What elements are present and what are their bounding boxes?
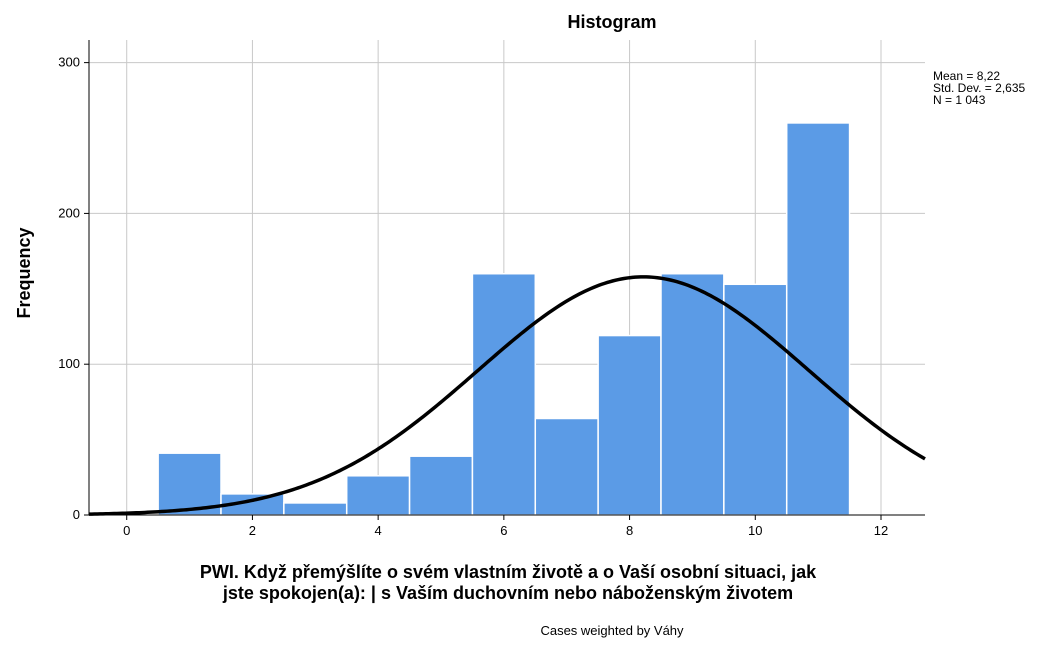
stats-n: N = 1 043	[933, 93, 986, 107]
histogram-bar	[408, 455, 474, 516]
x-tick-label: 12	[874, 523, 888, 538]
axes	[84, 40, 925, 520]
stats-box: Mean = 8,22 Std. Dev. = 2,635 N = 1 043	[933, 69, 1025, 107]
stats-std-dev: Std. Dev. = 2,635	[933, 81, 1025, 95]
histogram-bar	[785, 122, 851, 516]
x-axis-label-line-1: PWI. Když přemýšlíte o svém vlastním živ…	[200, 562, 817, 582]
x-tick-label: 4	[375, 523, 382, 538]
y-tick-label: 100	[58, 356, 80, 371]
stats-mean: Mean = 8,22	[933, 69, 1000, 83]
histogram-bar	[534, 417, 599, 516]
chart-title: Histogram	[567, 12, 656, 32]
histogram-bar	[283, 502, 348, 516]
x-axis-label-line-2: jste spokojen(a): | s Vaším duchovním ne…	[222, 583, 793, 603]
histogram-bar	[723, 283, 788, 516]
histogram-bar	[345, 475, 411, 516]
x-tick-label: 6	[500, 523, 507, 538]
tick-labels: 0 2 4 6 8 10 12 0 100 200 300	[58, 55, 888, 538]
x-tick-label: 2	[249, 523, 256, 538]
histogram-bar	[471, 272, 537, 516]
x-tick-label: 0	[123, 523, 130, 538]
y-tick-label: 300	[58, 55, 80, 70]
normal-curve-layer	[88, 275, 926, 516]
weighting-footnote: Cases weighted by Váhy	[540, 623, 684, 638]
normal-curve	[88, 275, 926, 516]
y-tick-label: 200	[58, 205, 80, 220]
x-tick-label: 10	[748, 523, 762, 538]
histogram-bars	[157, 122, 851, 516]
y-axis-label: Frequency	[14, 227, 34, 318]
histogram-bar	[597, 334, 662, 516]
histogram-bar	[660, 272, 725, 516]
x-tick-label: 8	[626, 523, 633, 538]
y-tick-label: 0	[73, 507, 80, 522]
histogram-bar	[157, 452, 222, 516]
